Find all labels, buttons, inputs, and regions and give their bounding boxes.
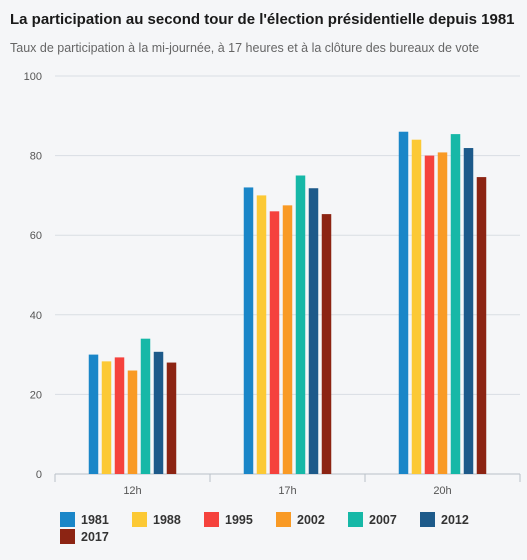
legend-item[interactable]: 1988 [132,512,204,527]
chart-subtitle: Taux de participation à la mi-journée, à… [10,41,480,55]
bar-2002-12h [127,370,138,474]
bar-2012-17h [308,188,319,474]
bar-1988-12h [101,361,112,474]
bar-1995-17h [269,211,280,474]
legend-swatch [60,512,75,527]
legend-label: 2017 [81,529,109,544]
bar-1995-12h [114,357,125,474]
legend-label: 1981 [81,512,109,527]
legend-item[interactable]: 1995 [204,512,276,527]
bar-2007-12h [140,338,151,474]
legend-item[interactable]: 2012 [420,512,492,527]
y-tick-label: 0 [36,469,42,481]
legend-label: 2002 [297,512,325,527]
bar-2002-17h [282,205,293,474]
bar-2007-17h [295,175,306,474]
legend-item[interactable]: 2007 [348,512,420,527]
legend-swatch [60,529,75,544]
bar-2002-20h [437,152,448,474]
x-tick-label: 12h [123,485,141,497]
legend-swatch [348,512,363,527]
y-tick-label: 40 [30,310,42,322]
legend-swatch [204,512,219,527]
bar-1988-20h [411,139,422,474]
bar-1981-17h [243,187,254,474]
bar-2012-12h [153,351,164,474]
legend-swatch [276,512,291,527]
legend-item[interactable]: 2002 [276,512,348,527]
legend-swatch [420,512,435,527]
legend-label: 2012 [441,512,469,527]
legend-label: 1988 [153,512,181,527]
bar-1981-12h [88,354,99,474]
bar-1995-20h [424,155,435,474]
x-tick-label: 17h [278,485,296,497]
bar-2012-20h [463,148,474,474]
bar-2017-20h [476,177,487,475]
legend-swatch [132,512,147,527]
legend-label: 1995 [225,512,253,527]
x-tick-label: 20h [433,485,451,497]
legend-item[interactable]: 2017 [60,529,132,544]
bar-2017-17h [321,214,332,474]
y-tick-label: 80 [30,151,42,163]
y-tick-label: 20 [30,389,42,401]
bar-1981-20h [398,131,409,474]
bar-2017-12h [166,362,177,474]
y-tick-label: 100 [24,71,42,83]
chart-legend: 1981 1988 1995 2002 2007 2012 2017 [60,512,500,544]
y-tick-label: 60 [30,230,42,242]
legend-label: 2007 [369,512,397,527]
chart-title: La participation au second tour de l'éle… [10,11,515,28]
bar-1988-17h [256,195,267,474]
bar-2007-20h [450,134,461,474]
legend-item[interactable]: 1981 [60,512,132,527]
